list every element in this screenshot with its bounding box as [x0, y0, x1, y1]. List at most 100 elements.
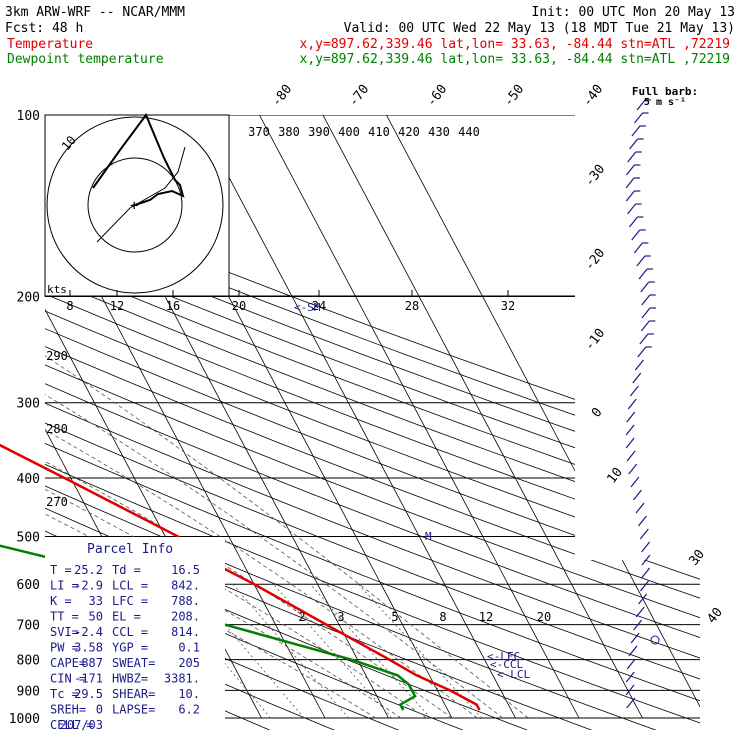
moist-adiabat-line [45, 308, 529, 719]
m-marker: M [425, 530, 432, 543]
dry-adiabat-line [45, 115, 700, 730]
pressure-tick-label: 1000 [9, 712, 40, 727]
wind-barb [625, 177, 635, 189]
hodograph-tick-label: 32 [501, 299, 515, 313]
dry-adiabat-line [45, 115, 700, 730]
parcel-info-cell: CIN = [50, 672, 86, 686]
mixing-ratio-label: 20 [537, 610, 551, 624]
dry-adiabat-line [45, 115, 700, 730]
parcel-info-cell: SWEAT= [112, 656, 155, 670]
mixing-ratio-line [273, 583, 392, 719]
wind-barb [633, 489, 642, 501]
parcel-info-cell: K = [50, 594, 72, 608]
wind-barb [629, 138, 639, 150]
dry-adiabat-line [45, 115, 700, 730]
wind-barbs [625, 99, 660, 709]
parcel-info-cell: YGP = [112, 641, 148, 655]
isotherm-label: -30 [582, 162, 608, 190]
wind-barb [633, 619, 643, 631]
theta-label: 440 [458, 125, 480, 139]
wind-barb [629, 385, 639, 397]
wind-barb [626, 450, 636, 462]
theta-side-label: 280 [46, 422, 68, 436]
hodograph-ring-inner [87, 157, 183, 253]
parcel-info-cell: EL = [112, 610, 141, 624]
pressure-tick-label: 800 [17, 654, 40, 669]
wind-barb [625, 164, 635, 176]
hodograph-ring-outer [46, 116, 224, 294]
parcel-info-cell: 842. [171, 579, 200, 593]
parcel-info-cell: TT = [50, 610, 79, 624]
pressure-tick-label: 900 [17, 684, 40, 699]
isotherm-label: -20 [582, 246, 608, 274]
wind-barb [639, 528, 649, 540]
dewpoint-label: Dewpoint temperature [7, 52, 164, 67]
dry-adiabat-line [45, 115, 700, 730]
forecast-hour: Fcst: 48 h [5, 21, 83, 36]
wind-barb [626, 411, 636, 423]
parcel-info-cell: Tc = [50, 687, 79, 701]
parcel-info-cell: LI = [50, 579, 79, 593]
dry-adiabat-line [45, 115, 336, 730]
dry-adiabat-line [45, 115, 700, 730]
parcel-info-cell: SREH= [50, 703, 86, 717]
theta-side-label: 290 [46, 349, 68, 363]
wind-barb [641, 541, 651, 553]
ccl-marker: <-CCL [490, 658, 523, 671]
parcel-info-cell: CAPE= [50, 656, 86, 670]
dewpoint-info: x,y=897.62,339.46 lat,lon= 33.63, -84.44… [300, 52, 730, 67]
storm-motion-label: <-SM [294, 301, 321, 314]
parcel-info-cell: LAPSE= [112, 703, 155, 717]
wind-barb [639, 580, 649, 592]
parcel-info-cell: 25.2 [74, 563, 103, 577]
isotherm-label: 0 [589, 405, 606, 420]
dry-adiabat-line [45, 115, 700, 730]
wind-barb [631, 125, 641, 137]
mixing-ratio-line [232, 583, 349, 719]
dry-adiabat-line [45, 115, 700, 730]
isotherm-line [322, 115, 643, 719]
hodograph-tick-label: 28 [405, 299, 419, 313]
hodograph-units: kts [47, 283, 67, 296]
hodograph-origin-icon: + [130, 198, 138, 214]
isotherm-label: -50 [501, 82, 527, 110]
parcel-info-cell: Td = [112, 563, 141, 577]
wind-barb [637, 515, 647, 527]
parcel-info-cell: SHEAR= [112, 687, 155, 701]
hodograph-tick-label: 12 [110, 299, 124, 313]
dry-adiabat-line [45, 115, 700, 730]
theta-label: 400 [338, 125, 360, 139]
parcel-info-cell: 0 [96, 703, 103, 717]
isotherm-line [259, 115, 580, 719]
wind-barb [641, 294, 651, 306]
parcel-info-cell: 10. [178, 687, 200, 701]
parcel-info-cell: 0.1 [178, 641, 200, 655]
theta-label: 410 [368, 125, 390, 139]
dry-adiabat-line [45, 115, 700, 730]
barb-legend: Full barb: 5 m s⁻¹ [632, 85, 698, 108]
wind-barb [628, 645, 638, 657]
mixing-ratio-label: 5 [391, 610, 398, 624]
moist-adiabat-line [45, 308, 478, 719]
wind-barb [628, 463, 638, 475]
pressure-tick-label: 100 [17, 109, 40, 124]
wind-barb [640, 320, 650, 332]
wind-barb [638, 593, 648, 605]
lcl-marker: <-LCL [497, 668, 530, 681]
mixing-ratio-label: 12 [479, 610, 493, 624]
wind-barb [641, 567, 651, 579]
parcel-info-cell: PW = [50, 641, 79, 655]
wind-barb [627, 151, 637, 163]
dry-adiabat-line [45, 115, 700, 730]
parcel-info-cell: CELL = [50, 718, 93, 732]
parcel-info-rows: T = 25.2 Td = 16.5 LI =-2.9 LCL = 842. K = 33 LFC… [50, 563, 200, 732]
parcel-info-cell: -2.9 [74, 579, 103, 593]
parcel-info-cell: 6.2 [178, 703, 200, 717]
wind-barb [639, 333, 649, 345]
wind-barb [632, 372, 642, 384]
parcel-info-cell: 33 [89, 594, 103, 608]
hodograph: 10 + kts [44, 112, 230, 297]
parcel-info-cell: LCL = [112, 579, 148, 593]
hodograph-tick-label: 16 [166, 299, 180, 313]
